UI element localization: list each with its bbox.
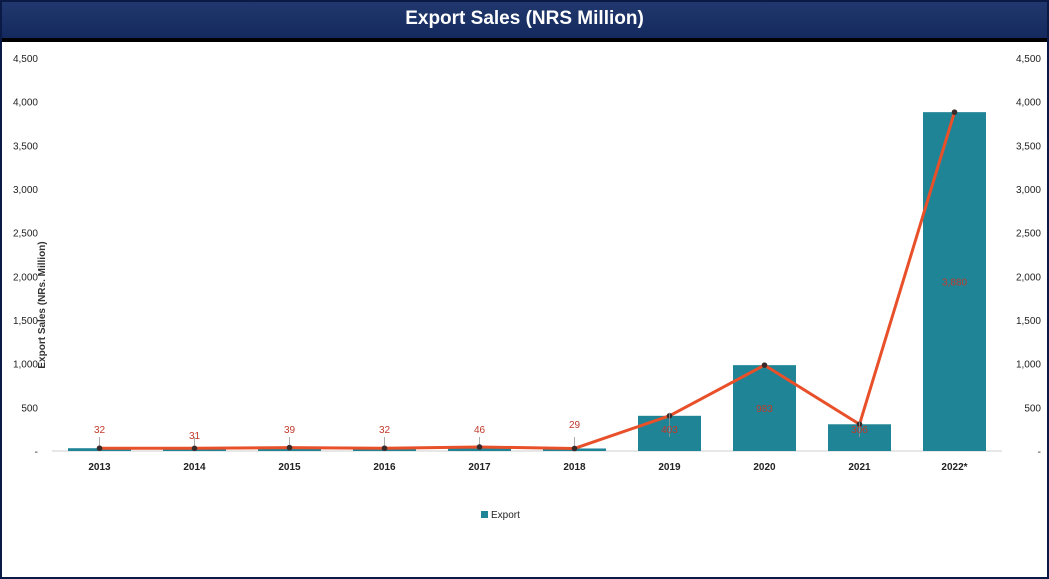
y-tick-label-right: 3,000: [1016, 185, 1041, 196]
x-tick-label: 2018: [563, 462, 586, 473]
y-tick-label-left: 500: [21, 403, 38, 414]
y-tick-label-right: 2,500: [1016, 229, 1041, 240]
y-tick-label-right: 4,500: [1016, 54, 1041, 65]
x-tick-label: 2017: [468, 462, 491, 473]
x-tick-label: 2019: [658, 462, 681, 473]
data-label: 31: [189, 431, 201, 442]
y-tick-label-right: 2,000: [1016, 272, 1041, 283]
line-point-2014: [191, 445, 198, 452]
legend-swatch-export: [481, 511, 488, 518]
y-axis-label: Export Sales (NRs. Million): [37, 241, 48, 368]
data-label: 983: [756, 404, 773, 415]
y-tick-label-left: 2,500: [13, 229, 38, 240]
y-tick-label-right: 1,000: [1016, 360, 1041, 371]
data-label: 3,880: [942, 278, 967, 289]
line-point-2013: [96, 445, 103, 452]
line-point-2018: [571, 445, 578, 452]
title-bar: Export Sales (NRS Million): [2, 2, 1047, 42]
x-tick-label: 2013: [88, 462, 111, 473]
data-label: 46: [474, 425, 486, 436]
x-tick-label: 2021: [848, 462, 871, 473]
y-tick-label-left: 4,000: [13, 98, 38, 109]
x-tick-label: 2016: [373, 462, 396, 473]
y-tick-label-right: 4,000: [1016, 98, 1041, 109]
data-label: 32: [94, 425, 106, 436]
y-tick-label-left: 1,000: [13, 360, 38, 371]
y-tick-label-left: 4,500: [13, 54, 38, 65]
y-tick-label-right: 500: [1024, 403, 1041, 414]
line-point-2017: [476, 444, 483, 450]
x-tick-label: 2020: [753, 462, 776, 473]
y-tick-label-left: 3,000: [13, 185, 38, 196]
data-label: 403: [661, 425, 678, 436]
bar-2022*: [923, 112, 986, 451]
series-line: [99, 111, 956, 450]
data-label: 306: [851, 425, 868, 436]
x-tick-label: 2014: [183, 462, 206, 473]
y-tick-label-left: 3,500: [13, 141, 38, 152]
y-tick-label-right: 1,500: [1016, 316, 1041, 327]
y-tick-label-left: 1,500: [13, 316, 38, 327]
data-label: 39: [284, 425, 296, 436]
y-tick-label-right: 3,500: [1016, 141, 1041, 152]
legend-label-export: Export: [491, 510, 520, 521]
line-point-2020: [761, 362, 768, 368]
data-label: 32: [379, 425, 391, 436]
x-tick-label: 2022*: [941, 462, 967, 473]
line-point-2022*: [951, 109, 958, 115]
line-point-2016: [381, 445, 388, 452]
line-point-2015: [286, 444, 293, 451]
y-tick-label-left: -: [35, 447, 38, 458]
y-tick-label-right: -: [1038, 447, 1041, 458]
x-tick-label: 2015: [278, 462, 301, 473]
chart-title: Export Sales (NRS Million): [405, 8, 644, 29]
data-label: 29: [569, 420, 581, 431]
y-tick-label-left: 2,000: [13, 272, 38, 283]
